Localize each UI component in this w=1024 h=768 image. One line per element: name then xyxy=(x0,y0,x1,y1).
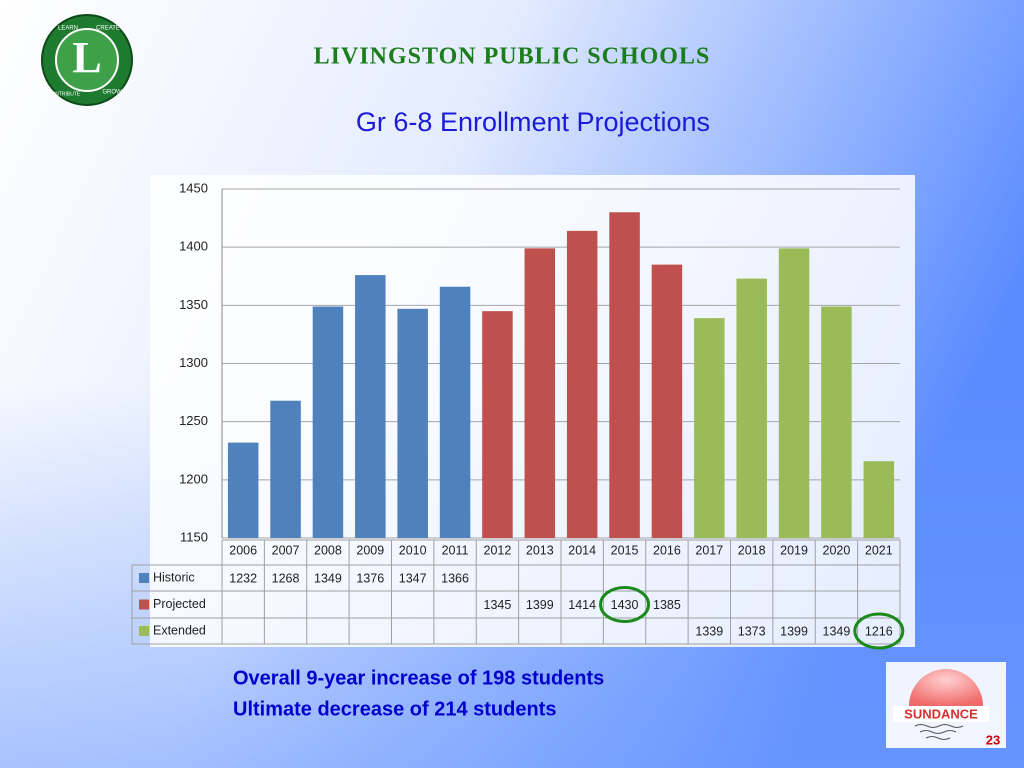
brand-logo: SUNDANCE 23 xyxy=(886,662,1006,748)
logo-word: GROW xyxy=(102,90,122,96)
bar xyxy=(227,442,259,538)
table-value: 1347 xyxy=(399,571,427,585)
table-value: 1366 xyxy=(441,571,469,585)
school-name: LIVINGSTON PUBLIC SCHOOLS xyxy=(314,44,711,70)
x-tick-label: 2021 xyxy=(865,543,893,557)
bar xyxy=(778,248,810,538)
bar xyxy=(312,306,344,538)
bar xyxy=(524,248,556,538)
bar xyxy=(355,275,386,538)
y-tick-label: 1250 xyxy=(179,413,208,428)
bar xyxy=(821,306,852,538)
bar xyxy=(439,286,471,538)
brand-name: SUNDANCE xyxy=(904,706,978,721)
x-tick-label: 2019 xyxy=(780,543,808,557)
y-tick-label: 1150 xyxy=(180,529,208,544)
legend-swatch xyxy=(139,573,149,583)
x-tick-label: 2017 xyxy=(695,543,723,557)
chart: 1150 1200 1250 1300 1350 1400 1450 2006 2007 2008… xyxy=(131,180,905,650)
brand-band xyxy=(893,706,989,722)
bar xyxy=(270,400,301,538)
chart-title: Gr 6-8 Enrollment Projections xyxy=(356,107,710,137)
page-number: 23 xyxy=(986,732,1000,747)
y-tick-label: 1350 xyxy=(179,297,208,312)
y-tick-label: 1450 xyxy=(179,180,208,195)
x-tick-label: 2011 xyxy=(442,543,469,557)
table-value: 1399 xyxy=(780,624,808,638)
highlight-circle xyxy=(853,612,905,650)
bar xyxy=(609,212,640,538)
highlight-circle xyxy=(599,586,651,623)
logo-word: CREATE xyxy=(96,26,120,32)
legend-swatch xyxy=(139,599,149,610)
brand-waves xyxy=(914,724,964,740)
x-tick-label: 2009 xyxy=(356,543,384,557)
x-tick-label: 2010 xyxy=(399,543,427,557)
legend-label: Extended xyxy=(153,623,206,637)
table-value: 1414 xyxy=(568,598,596,612)
table-value: 1339 xyxy=(695,624,723,638)
table-value: 1349 xyxy=(314,571,342,585)
table-value: 1232 xyxy=(229,571,257,585)
x-tick-label: 2012 xyxy=(484,543,512,557)
legend-swatch xyxy=(139,626,149,636)
y-tick-label: 1400 xyxy=(179,239,208,254)
table-value: 1385 xyxy=(653,598,681,612)
logo-word: LEARN xyxy=(58,26,78,32)
table-value: 1268 xyxy=(272,571,300,585)
table-value: 1376 xyxy=(356,571,384,585)
x-tick-label: 2007 xyxy=(272,543,300,557)
brand-sun xyxy=(909,669,983,706)
school-logo: L LEARN CREATE CONTRIBUTE GROW xyxy=(41,14,133,106)
table-value: 1349 xyxy=(823,624,851,638)
bar xyxy=(482,311,513,538)
bar xyxy=(566,230,598,538)
y-tick-label: 1200 xyxy=(179,471,208,486)
legend-label: Projected xyxy=(153,597,206,611)
table-value: 1373 xyxy=(738,624,766,638)
x-tick-label: 2015 xyxy=(611,543,639,557)
x-tick-label: 2013 xyxy=(526,543,554,557)
x-tick-label: 2018 xyxy=(738,543,766,557)
x-tick-label: 2006 xyxy=(229,543,257,557)
x-tick-label: 2020 xyxy=(823,543,851,557)
x-tick-label: 2016 xyxy=(653,543,681,557)
table-value: 1430 xyxy=(611,598,639,612)
bar xyxy=(736,278,767,538)
logo-center xyxy=(55,28,119,92)
note: Ultimate decrease of 214 students xyxy=(233,698,556,720)
logo-word: CONTRIBUTE xyxy=(48,91,81,97)
note: Overall 9-year increase of 198 students xyxy=(233,667,604,689)
y-tick-label: 1300 xyxy=(179,355,208,370)
x-tick-label: 2008 xyxy=(314,543,342,557)
bar xyxy=(651,264,683,538)
bar xyxy=(397,308,428,538)
legend-label: Historic xyxy=(153,570,195,584)
logo-letter: L xyxy=(72,33,101,82)
table-value: 1216 xyxy=(865,624,893,638)
bar xyxy=(694,318,725,538)
table-value: 1345 xyxy=(484,598,512,612)
x-tick-label: 2014 xyxy=(568,543,596,557)
table-value: 1399 xyxy=(526,598,554,612)
bar xyxy=(863,461,895,538)
